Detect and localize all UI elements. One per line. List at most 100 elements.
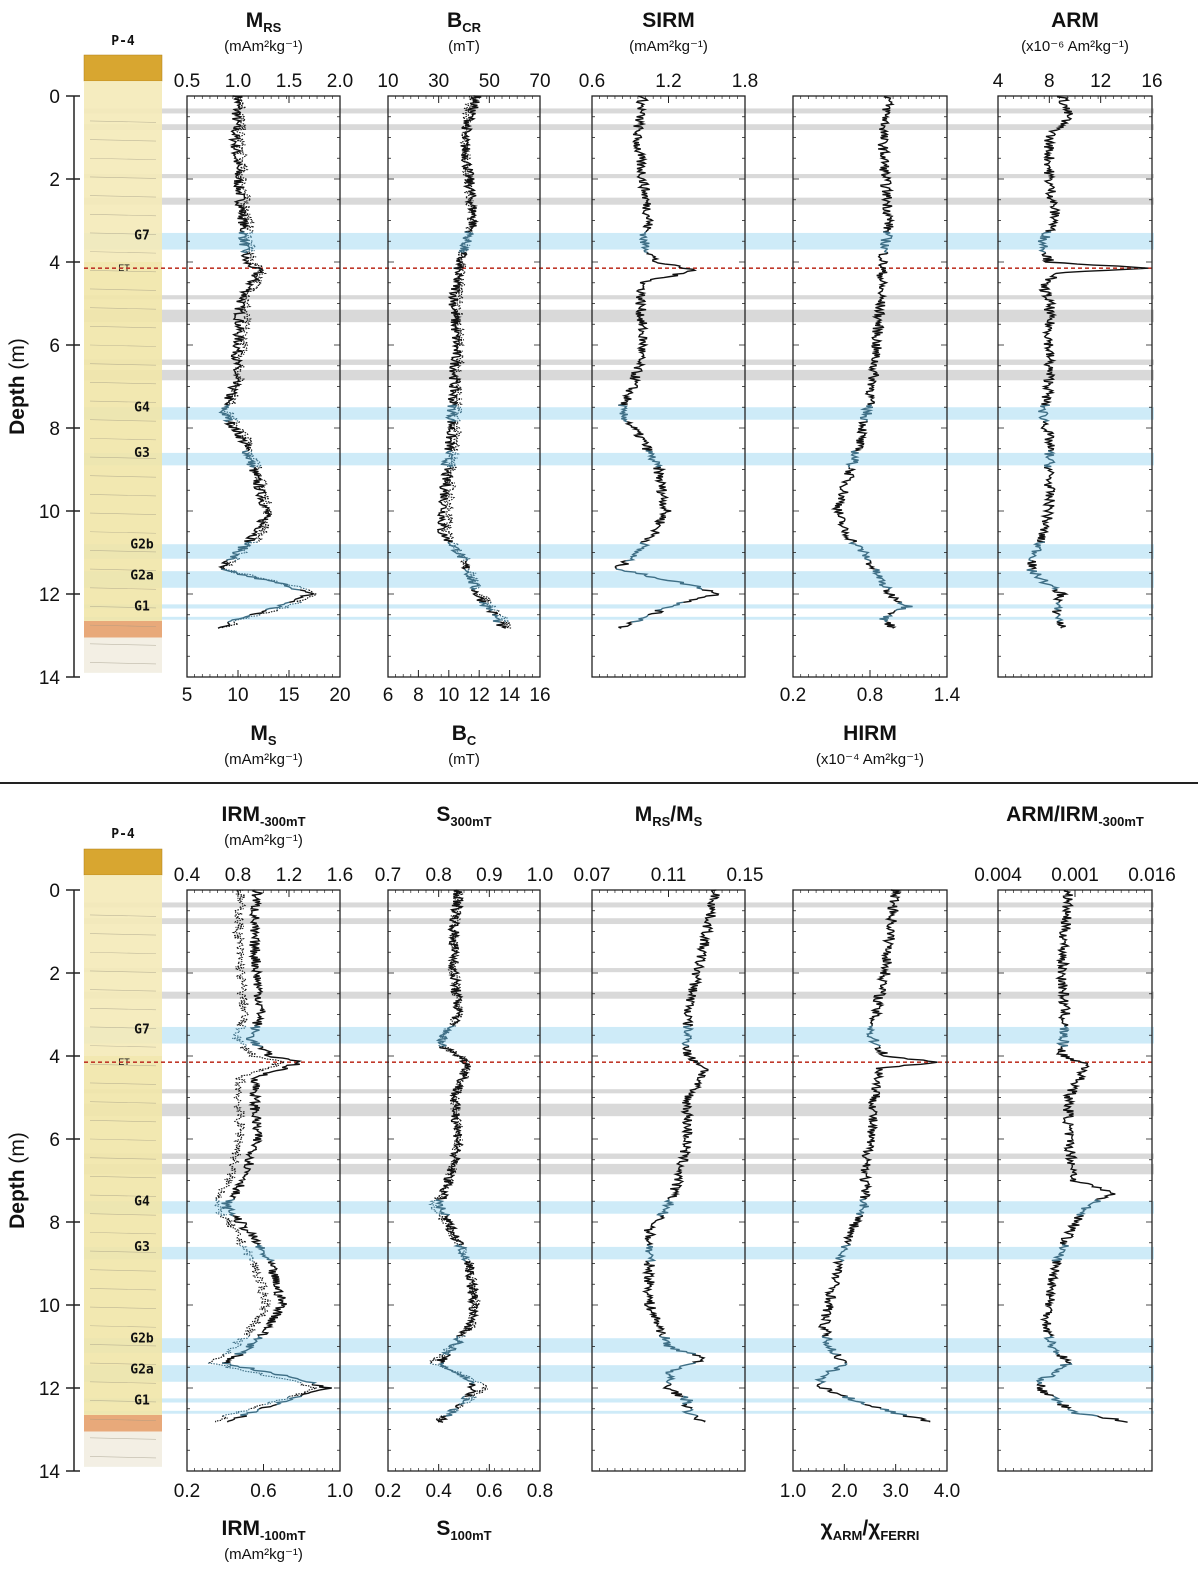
grey-band bbox=[84, 309, 1154, 323]
primary-series-line bbox=[453, 1244, 471, 1262]
primary-series-line bbox=[1036, 1362, 1073, 1385]
grey-band bbox=[84, 918, 1154, 925]
secondary-series-line bbox=[220, 1215, 247, 1246]
secondary-series-line bbox=[213, 1198, 227, 1217]
depth-tick-label: 12 bbox=[39, 1379, 60, 1400]
core-unit-label: G1 bbox=[134, 600, 150, 615]
core-unit-label: ET bbox=[118, 263, 130, 273]
grey-band bbox=[84, 369, 1154, 381]
top-axis-tick-label: 0.001 bbox=[1051, 865, 1099, 886]
primary-series-line bbox=[847, 541, 872, 562]
primary-series-line bbox=[638, 231, 650, 254]
primary-series-line bbox=[868, 889, 901, 1027]
core-lamination bbox=[89, 157, 157, 161]
bottom-axis-tick-label: 0.2 bbox=[375, 1481, 401, 1502]
primary-series-line bbox=[265, 601, 290, 611]
top-axis-title: SIRM bbox=[642, 9, 695, 32]
column-2: 10 30 50 70 BCR (mT) 6 8 10 12 14 16 BC (mT) bbox=[377, 9, 550, 768]
primary-series-line bbox=[1055, 889, 1074, 1027]
core-lamination bbox=[89, 344, 157, 347]
primary-series-line bbox=[845, 450, 860, 468]
core-lamination bbox=[89, 1026, 157, 1029]
bottom-axis-title: χARM/χFERRI bbox=[821, 1517, 920, 1543]
primary-series-line bbox=[879, 614, 894, 623]
secondary-series-line bbox=[215, 1415, 228, 1423]
primary-series-line bbox=[222, 1362, 318, 1385]
secondary-series-line bbox=[484, 601, 500, 612]
core-lamination bbox=[89, 531, 157, 534]
secondary-series-line bbox=[231, 541, 258, 562]
column-frame bbox=[792, 889, 948, 1472]
glacial-band bbox=[84, 1338, 1154, 1353]
core-name: P-4 bbox=[111, 827, 135, 842]
primary-series-line bbox=[227, 614, 251, 623]
core-lamination bbox=[89, 1269, 157, 1272]
core-sediment-lower bbox=[84, 1056, 162, 1415]
core-lamination bbox=[89, 307, 157, 310]
secondary-series-line bbox=[499, 614, 510, 623]
secondary-series-line bbox=[460, 560, 471, 570]
primary-series-line bbox=[1067, 1408, 1098, 1417]
glacial-band bbox=[84, 604, 1154, 609]
secondary-series-line bbox=[457, 1395, 477, 1406]
bottom-axis-unit: (mT) bbox=[448, 751, 480, 768]
primary-series-line bbox=[1026, 568, 1061, 591]
primary-series-line bbox=[218, 404, 233, 423]
core-lamination bbox=[89, 1250, 157, 1253]
bottom-axis-tick-label: 0.6 bbox=[250, 1481, 276, 1502]
core-lamination bbox=[89, 1437, 157, 1440]
grey-band bbox=[84, 174, 1154, 179]
core-lamination bbox=[89, 662, 157, 665]
secondary-series-line bbox=[451, 252, 468, 406]
top-axis-title: IRM-300mT bbox=[221, 803, 305, 829]
core-lamination bbox=[89, 270, 157, 273]
top-axis-tick-label: 1.0 bbox=[527, 865, 553, 886]
bottom-axis-title: S100mT bbox=[436, 1517, 491, 1543]
secondary-series-line bbox=[249, 1404, 264, 1410]
top-axis-unit: (mAm²kg⁻¹) bbox=[224, 38, 303, 55]
secondary-series-line bbox=[494, 610, 501, 616]
core-lamination bbox=[89, 1045, 157, 1048]
core-lamination bbox=[89, 933, 157, 936]
top-axis-tick-label: 50 bbox=[479, 71, 500, 92]
glacial-band bbox=[84, 1201, 1154, 1214]
primary-series-line bbox=[615, 568, 703, 591]
secondary-series-line bbox=[440, 1408, 460, 1417]
primary-series-line bbox=[241, 450, 257, 469]
column-1: 0.4 0.8 1.2 1.6 IRM-300mT (mAm²kg⁻¹) 0.2 0.6 1.0… bbox=[174, 803, 353, 1563]
primary-series-line bbox=[842, 1395, 866, 1406]
primary-series-line bbox=[830, 467, 857, 543]
primary-series-line bbox=[1036, 466, 1056, 543]
bottom-axis-tick-label: 5 bbox=[182, 685, 193, 706]
core-lamination bbox=[89, 139, 157, 142]
secondary-series-line bbox=[435, 1415, 444, 1423]
secondary-series-line bbox=[459, 95, 478, 233]
primary-series-line bbox=[871, 568, 893, 591]
core-unit-label: G7 bbox=[134, 1022, 150, 1037]
depth-tick-label: 0 bbox=[49, 87, 60, 108]
grey-band bbox=[84, 295, 1154, 300]
core-lamination bbox=[89, 400, 157, 403]
secondary-series-line bbox=[263, 1395, 293, 1406]
column-frame bbox=[186, 95, 341, 678]
core-unit-label: G3 bbox=[134, 446, 150, 461]
primary-series-line bbox=[864, 1403, 882, 1410]
depth-tick-label: 4 bbox=[49, 253, 60, 274]
primary-series-line bbox=[1043, 95, 1073, 233]
core-lamination bbox=[89, 382, 157, 385]
primary-series-line bbox=[1076, 1198, 1101, 1217]
bottom-axis-tick-label: 1.0 bbox=[327, 1481, 353, 1502]
core-lamination bbox=[89, 438, 157, 441]
top-axis-tick-label: 10 bbox=[377, 71, 398, 92]
top-axis-unit: (mAm²kg⁻¹) bbox=[629, 38, 708, 55]
core-base bbox=[84, 1431, 162, 1467]
core-soil-top bbox=[83, 848, 163, 876]
primary-series-line bbox=[464, 1383, 478, 1397]
top-axis-tick-label: 0.11 bbox=[651, 865, 687, 886]
core-lamination bbox=[89, 1232, 157, 1235]
primary-series-line bbox=[1054, 614, 1064, 623]
core-lamination bbox=[89, 419, 157, 422]
top-axis-tick-label: 0.6 bbox=[579, 71, 605, 92]
glacial-band bbox=[84, 1365, 1154, 1382]
core-lamination bbox=[89, 1456, 157, 1459]
